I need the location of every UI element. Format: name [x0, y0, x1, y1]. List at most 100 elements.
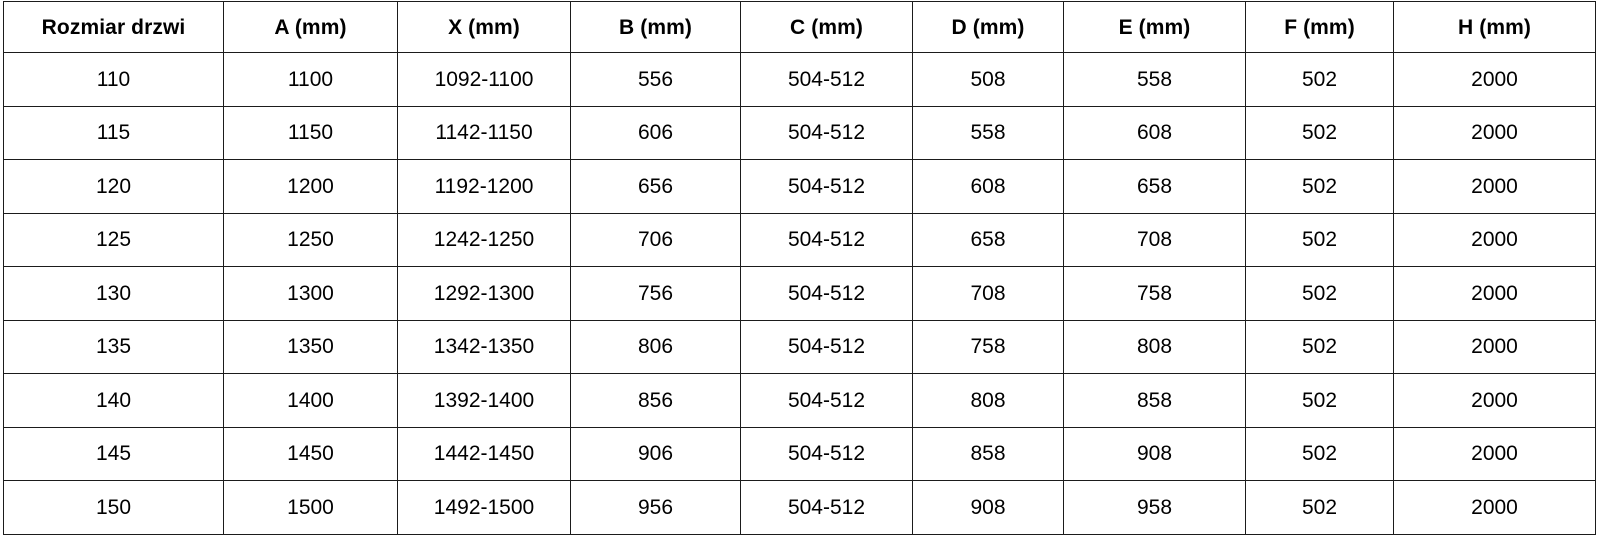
cell-a: 1300	[223, 266, 398, 321]
cell-value: 2000	[1471, 281, 1518, 305]
table-row: 115 1150 1142-1150 606 504-512 558 608 502 2000	[3, 105, 1596, 160]
cell-value: 708	[1136, 228, 1173, 252]
cell-b: 706	[570, 212, 741, 267]
cell-value: 1242-1250	[433, 228, 535, 252]
cell-e: 858	[1063, 373, 1246, 428]
cell-value: 1200	[287, 174, 334, 198]
cell-value: 858	[1136, 388, 1173, 412]
column-header-c: C (mm)	[740, 1, 913, 53]
cell-value: 658	[970, 228, 1006, 252]
cell-value: 508	[970, 67, 1006, 91]
cell-e: 708	[1063, 212, 1246, 267]
cell-d: 858	[912, 426, 1064, 481]
cell-a: 1100	[223, 52, 398, 107]
cell-size: 125	[3, 212, 224, 267]
cell-value: 758	[970, 335, 1006, 359]
cell-f: 502	[1245, 52, 1394, 107]
cell-f: 502	[1245, 212, 1394, 267]
cell-value: 502	[1301, 335, 1338, 359]
table-body: 110 1100 1092-1100 556 504-512 508 558 502 2000 1…	[3, 52, 1596, 535]
cell-value: 1492-1500	[433, 495, 535, 519]
cell-value: 608	[1136, 121, 1173, 145]
table-row: 145 1450 1442-1450 906 504-512 858 908 502 2000	[3, 426, 1596, 481]
cell-value: 145	[95, 442, 132, 466]
cell-d: 808	[912, 373, 1064, 428]
cell-value: 2000	[1471, 495, 1518, 519]
column-header-label: B (mm)	[619, 15, 692, 39]
cell-x: 1492-1500	[397, 480, 571, 535]
cell-value: 2000	[1471, 121, 1518, 145]
cell-value: 504-512	[787, 335, 866, 359]
column-header-h: H (mm)	[1393, 1, 1596, 53]
cell-value: 502	[1301, 228, 1338, 252]
cell-value: 858	[970, 442, 1006, 466]
cell-size: 135	[3, 319, 224, 374]
cell-f: 502	[1245, 266, 1394, 321]
cell-value: 608	[970, 174, 1006, 198]
cell-value: 606	[637, 121, 674, 145]
cell-value: 502	[1301, 388, 1338, 412]
cell-value: 502	[1301, 67, 1338, 91]
cell-b: 806	[570, 319, 741, 374]
cell-c: 504-512	[740, 212, 913, 267]
table-row: 140 1400 1392-1400 856 504-512 808 858 502 2000	[3, 373, 1596, 428]
cell-value: 1142-1150	[435, 121, 533, 145]
cell-value: 708	[970, 281, 1006, 305]
cell-value: 502	[1301, 121, 1338, 145]
cell-value: 1342-1350	[433, 335, 535, 359]
cell-value: 2000	[1471, 67, 1518, 91]
cell-value: 806	[637, 335, 674, 359]
cell-a: 1350	[223, 319, 398, 374]
column-header-x: X (mm)	[397, 1, 571, 53]
cell-value: 2000	[1471, 442, 1518, 466]
column-header-label: X (mm)	[448, 15, 520, 39]
cell-x: 1092-1100	[397, 52, 571, 107]
cell-value: 908	[1136, 442, 1173, 466]
cell-d: 908	[912, 480, 1064, 535]
cell-value: 504-512	[787, 495, 866, 519]
cell-size: 150	[3, 480, 224, 535]
column-header-label: F (mm)	[1284, 15, 1355, 39]
column-header-label: Rozmiar drzwi	[41, 15, 186, 39]
cell-e: 808	[1063, 319, 1246, 374]
cell-value: 1442-1450	[433, 442, 535, 466]
cell-h: 2000	[1393, 105, 1596, 160]
cell-c: 504-512	[740, 159, 913, 214]
cell-x: 1342-1350	[397, 319, 571, 374]
cell-e: 908	[1063, 426, 1246, 481]
cell-value: 958	[1136, 495, 1173, 519]
cell-value: 2000	[1471, 228, 1518, 252]
cell-e: 608	[1063, 105, 1246, 160]
header-row: Rozmiar drzwi A (mm) X (mm) B (mm) C (mm) D (…	[3, 1, 1596, 53]
cell-a: 1250	[223, 212, 398, 267]
cell-value: 658	[1136, 174, 1173, 198]
column-header-d: D (mm)	[912, 1, 1064, 53]
cell-value: 504-512	[787, 228, 866, 252]
cell-b: 606	[570, 105, 741, 160]
cell-value: 2000	[1471, 388, 1518, 412]
cell-value: 502	[1301, 174, 1338, 198]
cell-value: 956	[637, 495, 674, 519]
cell-value: 808	[1136, 335, 1173, 359]
cell-value: 502	[1301, 281, 1338, 305]
cell-value: 1250	[287, 228, 334, 252]
column-header-e: E (mm)	[1063, 1, 1246, 53]
cell-size: 140	[3, 373, 224, 428]
column-header-label: D (mm)	[951, 15, 1025, 39]
cell-value: 1092-1100	[434, 67, 534, 91]
cell-value: 906	[637, 442, 674, 466]
cell-c: 504-512	[740, 480, 913, 535]
cell-value: 504-512	[787, 67, 866, 91]
cell-f: 502	[1245, 373, 1394, 428]
cell-f: 502	[1245, 159, 1394, 214]
cell-value: 656	[637, 174, 674, 198]
cell-value: 1400	[287, 388, 334, 412]
cell-value: 504-512	[787, 388, 866, 412]
cell-c: 504-512	[740, 52, 913, 107]
column-header-a: A (mm)	[223, 1, 398, 53]
cell-a: 1150	[223, 105, 398, 160]
cell-f: 502	[1245, 105, 1394, 160]
cell-value: 558	[970, 121, 1006, 145]
cell-value: 1392-1400	[433, 388, 535, 412]
cell-value: 1450	[287, 442, 334, 466]
